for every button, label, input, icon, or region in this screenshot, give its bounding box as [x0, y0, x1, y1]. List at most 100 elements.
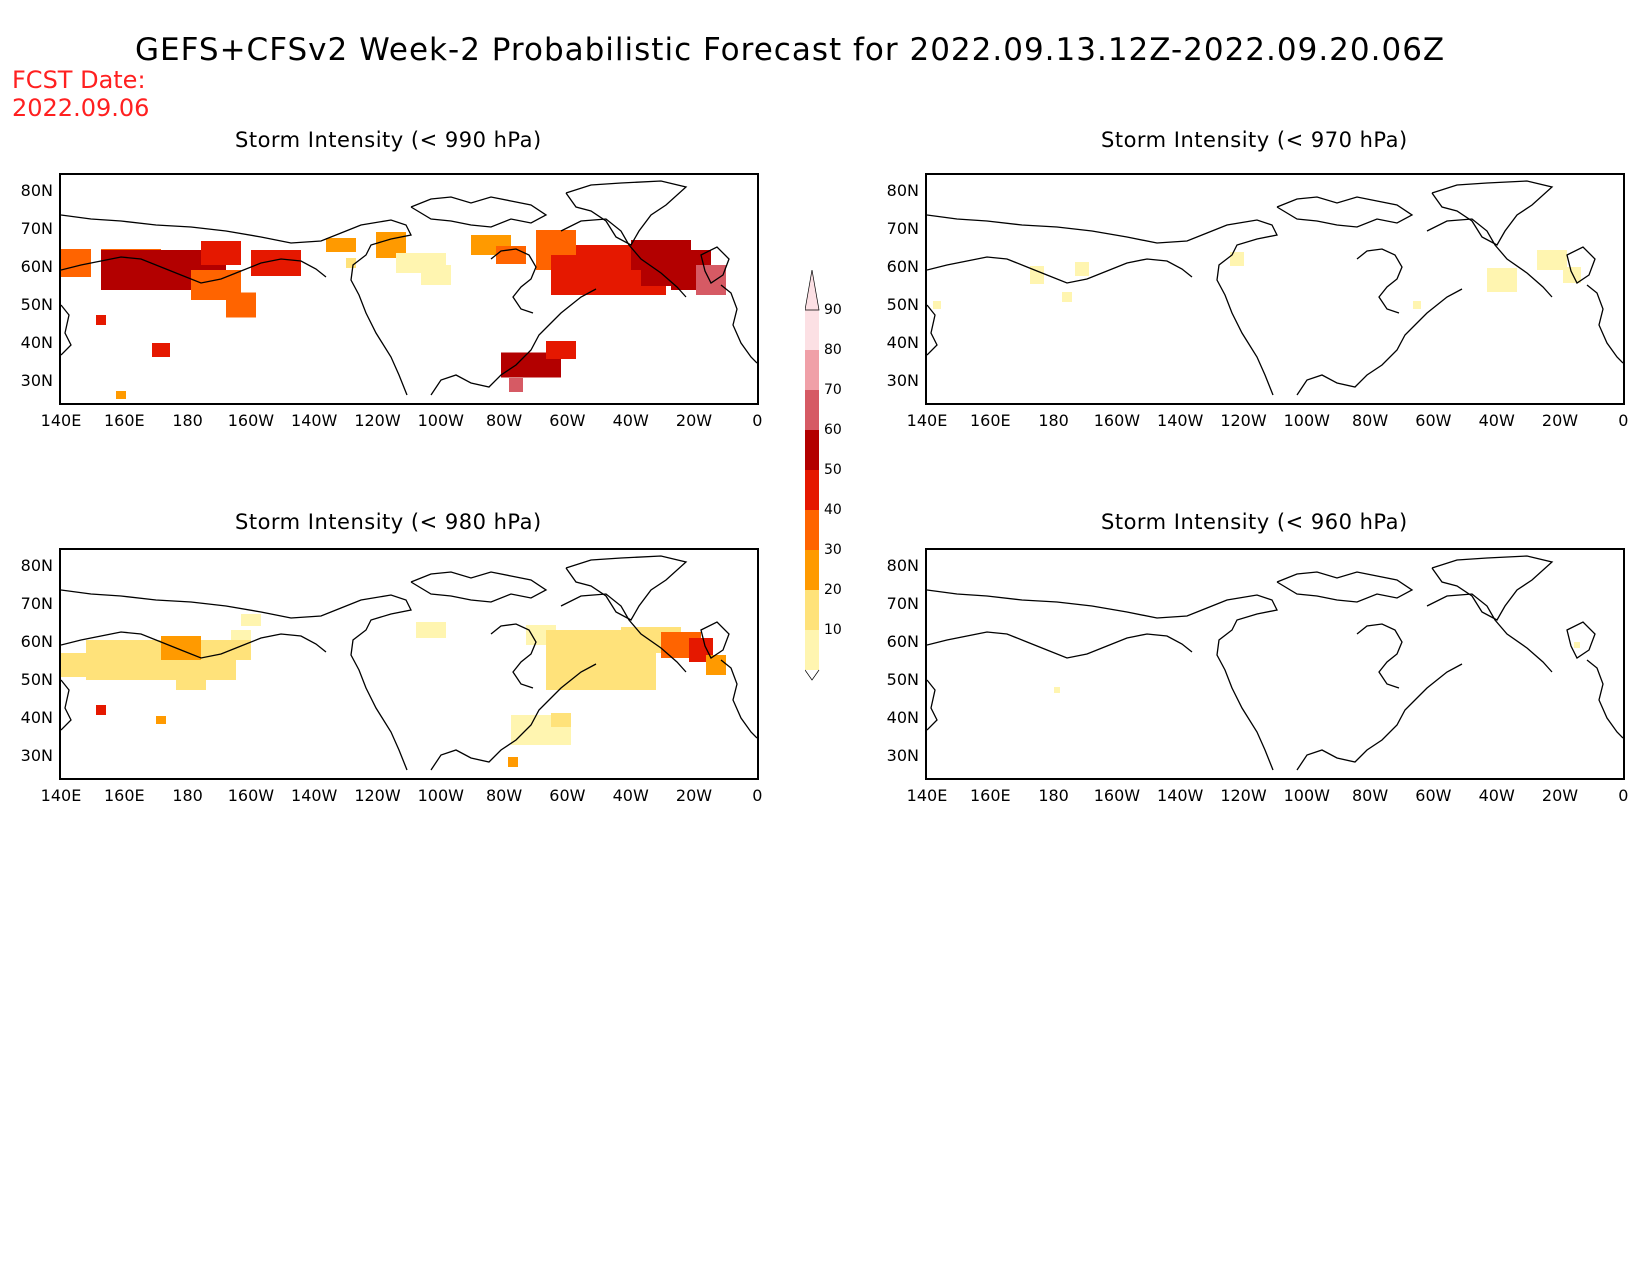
colorbar-tick-label: 20: [824, 582, 842, 598]
lat-label: 60N: [886, 632, 919, 651]
probability-cell: [509, 378, 523, 392]
lon-label: 160E: [103, 786, 145, 805]
lon-label: 140W: [291, 786, 338, 805]
lon-label: 160W: [1093, 411, 1141, 430]
coastline: [927, 256, 1193, 284]
coastline: [490, 623, 537, 689]
lon-label: 100W: [417, 786, 464, 805]
lon-label: 120W: [354, 411, 401, 430]
probability-cell: [1413, 301, 1421, 309]
lon-label: 180: [1038, 411, 1069, 430]
lon-label: 100W: [1283, 786, 1330, 805]
lon-label: 120W: [354, 786, 401, 805]
probability-cell: [1075, 262, 1089, 276]
coastline: [565, 180, 688, 246]
colorbar-tick-label: 90: [824, 302, 842, 318]
coastline: [61, 214, 412, 396]
lat-label: 70N: [20, 219, 53, 238]
probability-cell: [696, 265, 726, 295]
coastline: [61, 589, 412, 771]
lon-label: 40W: [1478, 786, 1515, 805]
coastline: [1431, 555, 1554, 621]
lon-label: 160E: [103, 411, 145, 430]
coastline: [410, 196, 548, 228]
lat-label: 40N: [20, 333, 53, 352]
lon-label: 180: [172, 411, 203, 430]
coastline: [560, 593, 687, 673]
coastline: [1276, 571, 1414, 603]
coastline: [1276, 196, 1414, 228]
lat-label: 70N: [20, 594, 53, 613]
colorbar-tick-label: 80: [824, 342, 842, 358]
probability-cell: [156, 716, 166, 724]
lon-label: 60W: [549, 786, 586, 805]
lat-label: 40N: [886, 708, 919, 727]
coastline: [927, 631, 1193, 659]
lon-label: 180: [172, 786, 203, 805]
lon-label: 160W: [227, 786, 275, 805]
lat-label: 80N: [886, 556, 919, 575]
probability-cell: [1054, 687, 1060, 693]
colorbar: [805, 270, 820, 681]
lon-label: 160E: [969, 411, 1011, 430]
probability-cell: [116, 391, 126, 399]
lon-label: 20W: [675, 786, 713, 805]
map-canvas: [61, 180, 757, 399]
lon-label: 40W: [612, 411, 649, 430]
lon-label: 60W: [1415, 786, 1452, 805]
lon-label: 160W: [227, 411, 275, 430]
probability-cell: [551, 713, 571, 727]
panel-title-990: Storm Intensity (< 990 hPa): [235, 128, 542, 152]
probability-cell: [201, 241, 241, 265]
lat-label: 60N: [20, 257, 53, 276]
probability-cell: [706, 655, 726, 675]
lon-label: 120W: [1220, 786, 1267, 805]
coastline: [410, 571, 548, 603]
colorbar-segment: [805, 510, 819, 550]
probability-cell: [641, 264, 671, 286]
probability-cell: [1574, 642, 1580, 648]
panel-title-970: Storm Intensity (< 970 hPa): [1101, 128, 1408, 152]
colorbar-top-arrow: [805, 270, 820, 311]
coastline: [1356, 248, 1403, 314]
map-panel-990: [59, 173, 759, 405]
lon-label: 40W: [1478, 411, 1515, 430]
probability-cell: [496, 246, 526, 264]
probability-cell: [241, 614, 261, 626]
lon-label: 80W: [1352, 411, 1389, 430]
lat-label: 30N: [886, 371, 919, 390]
colorbar-segment: [805, 550, 819, 590]
lat-label: 50N: [886, 670, 919, 689]
coastline: [1586, 659, 1623, 739]
probability-cell: [251, 250, 301, 276]
lon-label: 60W: [1415, 411, 1452, 430]
map-panel-960: [925, 548, 1625, 780]
coastline: [927, 589, 1278, 771]
coastline: [720, 659, 757, 739]
lon-label: 160W: [1093, 786, 1141, 805]
lon-label: 0: [1618, 411, 1629, 430]
probability-cell: [96, 315, 106, 325]
probability-cell: [176, 670, 206, 690]
lon-label: 140W: [291, 411, 338, 430]
coastline: [61, 631, 327, 659]
lat-label: 80N: [20, 181, 53, 200]
colorbar-segment: [805, 310, 819, 350]
lon-label: 140E: [40, 786, 82, 805]
lon-label: 0: [752, 411, 763, 430]
lon-label: 100W: [417, 411, 464, 430]
coastline: [430, 288, 597, 396]
probability-cell: [1537, 250, 1567, 270]
coastline: [927, 304, 938, 356]
lat-label: 40N: [20, 708, 53, 727]
colorbar-segment: [805, 630, 819, 670]
colorbar-tick-label: 30: [824, 542, 842, 558]
probability-cell: [416, 622, 446, 638]
coastline: [61, 256, 327, 284]
probability-cell: [96, 705, 106, 715]
lat-label: 60N: [886, 257, 919, 276]
coastline: [430, 663, 597, 771]
coastline: [490, 248, 537, 314]
coastline: [1566, 246, 1596, 284]
lon-label: 160E: [969, 786, 1011, 805]
